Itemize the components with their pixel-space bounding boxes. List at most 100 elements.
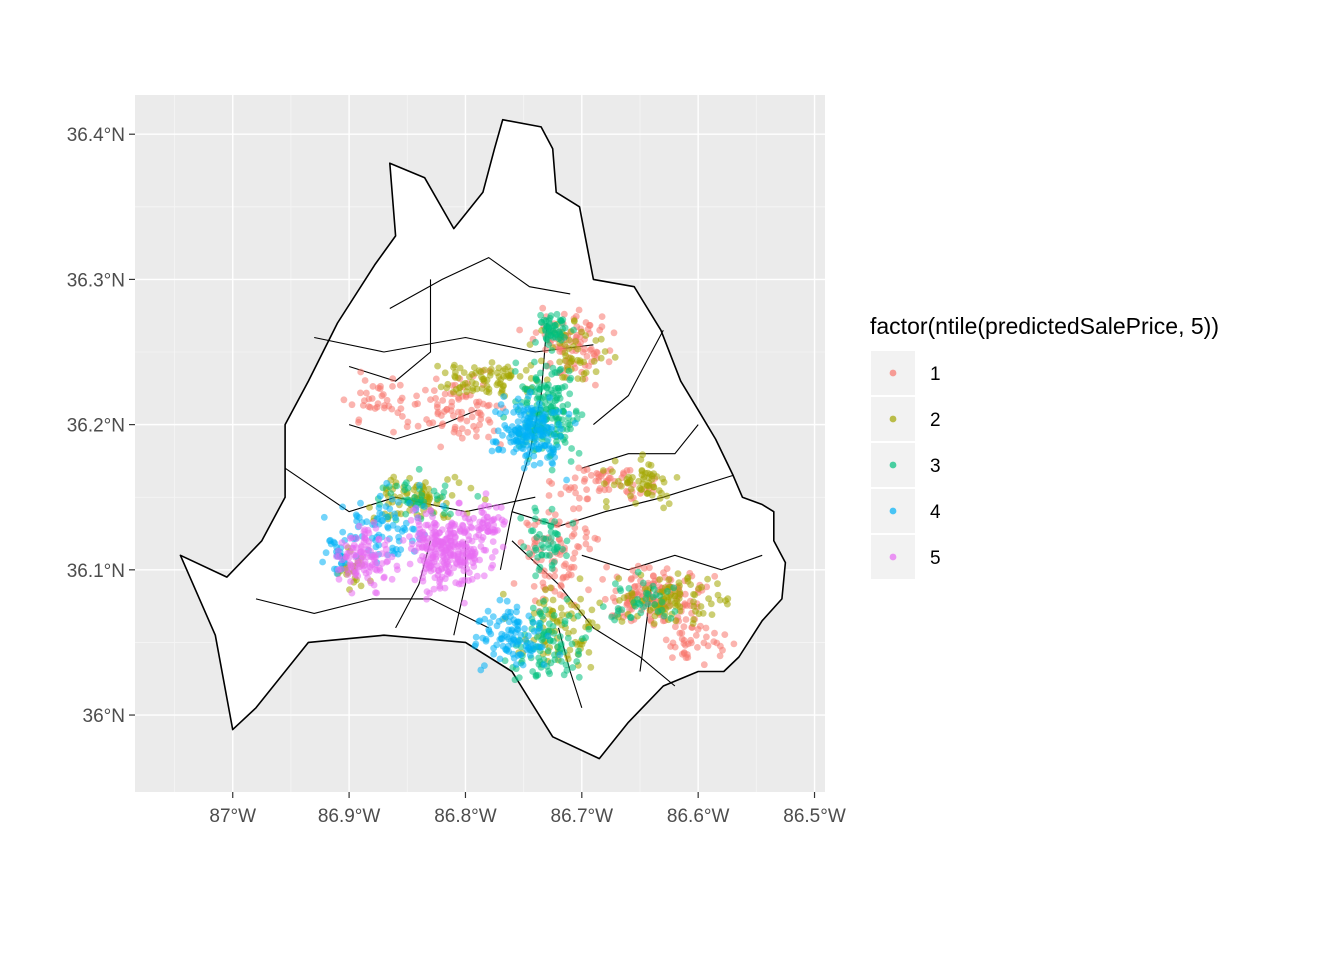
sale-point [561,324,569,332]
sale-point [550,612,558,619]
sale-point [444,476,451,483]
sale-point [690,590,697,598]
sale-point [595,487,603,495]
sale-point [669,654,676,661]
sale-point [645,461,652,468]
sale-point [414,532,422,540]
y-tick-label: 36°N [83,706,125,727]
sale-point [540,598,547,605]
sale-point [549,596,557,604]
legend-label: 4 [930,502,941,523]
sale-point [430,519,438,527]
sale-point [580,477,588,485]
sale-point [568,445,575,452]
sale-point [529,604,537,612]
sale-point [501,613,509,620]
sale-point [511,368,519,375]
sale-point [564,401,572,408]
sale-point [561,620,569,628]
sale-point [547,534,555,542]
sale-point [546,552,553,559]
sale-point [488,359,496,366]
sale-point [322,549,330,557]
sale-point [618,606,626,613]
sale-point [565,612,573,620]
sale-point [423,545,431,553]
sale-point [640,564,648,572]
sale-point [397,546,405,553]
sale-point [414,514,422,521]
sale-point [695,610,703,618]
sale-point [658,598,666,606]
sale-point [593,623,601,631]
sale-point [410,486,418,493]
sale-point [429,513,436,521]
sale-point [585,625,593,633]
sale-point [393,562,401,570]
sale-point [697,603,705,610]
sale-point [497,376,505,383]
sale-point [455,479,463,487]
sale-point [660,478,668,486]
sale-point [528,404,535,412]
sale-point [639,579,647,587]
sale-point [491,548,499,555]
sale-point [487,564,495,572]
sale-point [379,484,387,492]
sale-point [505,372,513,380]
sale-point [554,643,561,651]
sale-point [584,495,592,503]
sale-point [658,489,665,497]
district-boundary [255,598,489,629]
sale-point [402,510,410,518]
sale-point [357,368,365,376]
sale-point [418,491,425,499]
sale-point [616,585,624,592]
sale-point [525,392,532,400]
legend-key-point [889,553,897,561]
sale-point [526,550,533,558]
sale-point [361,377,369,384]
sale-point [553,437,560,445]
sale-point [361,534,368,542]
sale-point [463,417,471,425]
sale-point [591,534,599,542]
sale-point [593,349,601,356]
sale-point [526,414,533,422]
sale-point [570,326,577,334]
sale-point [381,402,388,409]
sale-point [383,536,391,544]
sale-point [551,518,558,525]
x-tick-label: 86.9°W [318,806,381,827]
sale-point [432,375,440,383]
sale-point [563,667,571,674]
sale-point [391,510,398,518]
sale-point [458,425,466,432]
sale-point [525,632,532,640]
sale-point [658,606,666,614]
sale-point [547,523,555,530]
sale-point [485,502,493,510]
sale-point [539,304,547,312]
legend-label: 2 [930,410,941,431]
sale-point [446,534,453,542]
sale-point [551,511,559,519]
sale-point [466,569,473,576]
sale-point [446,527,454,534]
sale-point [473,385,481,393]
y-tick-label: 36.4°N [67,125,125,146]
sale-point [443,405,451,413]
sale-point [495,514,502,521]
sale-point [580,358,588,366]
sale-point [635,599,642,607]
sale-point [353,512,361,520]
sale-point [345,554,352,562]
sale-points [319,304,738,684]
sale-point [468,524,476,532]
sale-point [499,432,506,439]
sale-point [367,579,375,587]
sale-point [542,362,550,370]
sale-point [396,381,404,389]
sale-point [454,542,462,550]
sale-point [629,567,637,574]
